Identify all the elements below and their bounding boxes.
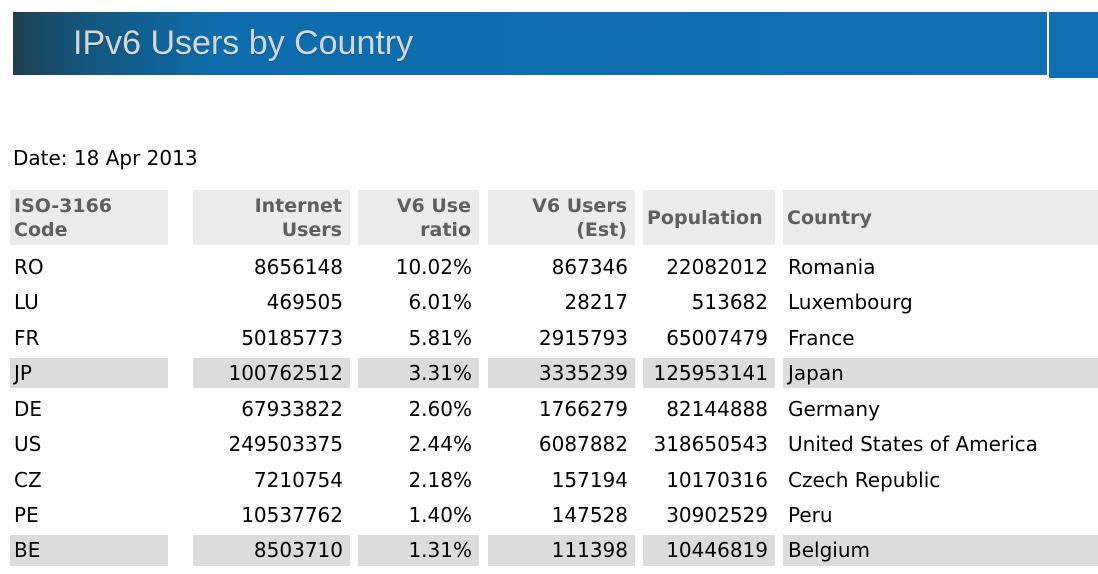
header-line: Population — [647, 206, 763, 229]
cell-population: 513682 — [691, 290, 768, 315]
cell-country: Belgium — [783, 533, 1098, 569]
cell-v6-use-ratio: 2.44% — [408, 432, 472, 457]
header-line: Code — [14, 218, 68, 241]
table-row: CZ 7210754 2.18% 157194 10170316 Czech R… — [10, 462, 1098, 498]
table-row-highlighted: JP 100762512 3.31% 3335239 125953141 Jap… — [10, 355, 1098, 391]
cell-v6-users-est: 3335239 — [488, 355, 635, 391]
cell-internet-users: 100762512 — [193, 355, 350, 391]
cell-internet-users: 50185773 — [241, 325, 343, 350]
cell-v6-use-ratio: 1.31% — [358, 533, 479, 569]
cell-v6-use-ratio: 1.40% — [408, 503, 472, 528]
cell-country: Luxembourg — [788, 290, 913, 315]
table-row: PE 10537762 1.40% 147528 30902529 Peru — [10, 498, 1098, 534]
cell-v6-use-ratio: 5.81% — [408, 325, 472, 350]
cell-v6-use-ratio: 3.31% — [358, 355, 479, 391]
cell-population: 30902529 — [666, 503, 768, 528]
cell-v6-use-ratio: 10.02% — [395, 254, 472, 279]
cell-v6-users-est: 28217 — [564, 290, 628, 315]
ipv6-users-table: ISO-3166 Code Internet Users V6 Use rati… — [10, 190, 1098, 569]
header-line: V6 Users — [532, 194, 627, 217]
cell-country: Germany — [788, 396, 880, 421]
cell-internet-users: 8656148 — [253, 254, 343, 279]
cell-population: 65007479 — [666, 325, 768, 350]
table-row: RO 8656148 10.02% 867346 22082012 Romani… — [10, 249, 1098, 285]
cell-v6-users-est: 147528 — [551, 503, 628, 528]
column-header-v6-users-est: V6 Users (Est) — [488, 190, 635, 245]
cell-population: 10170316 — [666, 467, 768, 492]
column-header-population: Population — [643, 190, 775, 245]
column-header-internet-users: Internet Users — [193, 190, 350, 245]
cell-iso-code: BE — [10, 533, 168, 569]
cell-country: France — [788, 325, 855, 350]
cell-country: Peru — [788, 503, 833, 528]
cell-iso-code: RO — [14, 254, 44, 279]
header-line: (Est) — [576, 218, 627, 241]
header-line: ratio — [420, 218, 471, 241]
header-line: ISO-3166 — [14, 194, 113, 217]
cell-iso-code: CZ — [14, 467, 42, 492]
cell-population: 318650543 — [653, 432, 768, 457]
cell-population: 10446819 — [643, 533, 775, 569]
cell-v6-users-est: 6087882 — [538, 432, 628, 457]
table-row: LU 469505 6.01% 28217 513682 Luxembourg — [10, 285, 1098, 321]
table-row-highlighted: BE 8503710 1.31% 111398 10446819 Belgium — [10, 533, 1098, 569]
cell-iso-code: DE — [14, 396, 43, 421]
cell-population: 22082012 — [666, 254, 768, 279]
cell-v6-use-ratio: 2.60% — [408, 396, 472, 421]
cell-v6-use-ratio: 6.01% — [408, 290, 472, 315]
cell-internet-users: 7210754 — [253, 467, 343, 492]
cell-v6-users-est: 2915793 — [538, 325, 628, 350]
cell-iso-code: LU — [14, 290, 39, 315]
column-header-country: Country — [783, 190, 1098, 245]
cell-iso-code: US — [14, 432, 42, 457]
page-title: IPv6 Users by Country — [73, 24, 414, 62]
cell-internet-users: 249503375 — [228, 432, 343, 457]
cell-internet-users: 8503710 — [193, 533, 350, 569]
cell-v6-use-ratio: 2.18% — [408, 467, 472, 492]
column-header-iso-code: ISO-3166 Code — [10, 190, 168, 245]
cell-iso-code: FR — [14, 325, 40, 350]
title-banner-tail — [1049, 12, 1098, 78]
cell-iso-code: JP — [10, 355, 168, 391]
header-line: Users — [281, 218, 342, 241]
header-line: V6 Use — [396, 194, 471, 217]
table-row: DE 67933822 2.60% 1766279 82144888 Germa… — [10, 391, 1098, 427]
header-line: Country — [787, 206, 872, 229]
column-header-v6-use-ratio: V6 Use ratio — [358, 190, 479, 245]
cell-country: United States of America — [788, 432, 1038, 457]
cell-country: Czech Republic — [788, 467, 941, 492]
table-row: US 249503375 2.44% 6087882 318650543 Uni… — [10, 427, 1098, 463]
cell-country: Japan — [783, 355, 1098, 391]
cell-internet-users: 10537762 — [241, 503, 343, 528]
title-banner: IPv6 Users by Country — [13, 12, 1047, 75]
cell-v6-users-est: 157194 — [551, 467, 628, 492]
cell-population: 125953141 — [643, 355, 775, 391]
header-line: Internet — [254, 194, 342, 217]
cell-internet-users: 469505 — [266, 290, 343, 315]
date-label: Date: 18 Apr 2013 — [13, 146, 198, 170]
cell-iso-code: PE — [14, 503, 39, 528]
cell-country: Romania — [788, 254, 876, 279]
table-row: FR 50185773 5.81% 2915793 65007479 Franc… — [10, 320, 1098, 356]
table-header-row: ISO-3166 Code Internet Users V6 Use rati… — [10, 190, 1098, 245]
cell-population: 82144888 — [666, 396, 768, 421]
cell-v6-users-est: 111398 — [488, 533, 635, 569]
cell-internet-users: 67933822 — [241, 396, 343, 421]
cell-v6-users-est: 1766279 — [538, 396, 628, 421]
cell-v6-users-est: 867346 — [551, 254, 628, 279]
